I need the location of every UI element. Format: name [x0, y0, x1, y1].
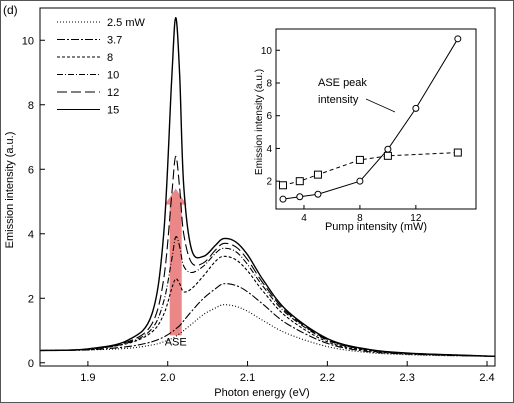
- main-y-tick-label: 6: [28, 164, 34, 176]
- main-y-tick-label: 10: [22, 35, 34, 47]
- legend: 2.5 mW 3.7 8 10 12 15: [57, 17, 146, 117]
- legend-label-6: 15: [107, 105, 119, 117]
- inset-point-circle: [384, 145, 392, 153]
- series-line-3: [39, 255, 496, 357]
- inset-point-circle: [314, 190, 322, 198]
- series-line-4: [39, 236, 496, 357]
- main-y-ticks: 0 2 4 6 8 10: [22, 35, 45, 370]
- inset-y-tick-label: 8: [266, 79, 272, 90]
- inset-y-tick-label: 2: [266, 177, 272, 188]
- main-x-tick-label: 2.3: [400, 372, 415, 384]
- ase-annotation: ASE: [165, 336, 187, 348]
- series-line-5: [39, 155, 496, 357]
- inset-x-axis-label: Pump intensity (mW): [325, 221, 427, 233]
- inset-point-square: [355, 155, 364, 164]
- main-y-tick-label: 8: [28, 100, 34, 112]
- inset-point-circle: [356, 177, 364, 185]
- main-plot-frame: [39, 7, 496, 367]
- main-x-tick-label: 1.9: [80, 372, 95, 384]
- legend-label-3: 8: [107, 52, 113, 64]
- inset-point-square: [383, 151, 392, 160]
- inset-point-square: [313, 170, 322, 179]
- inset-point-square: [278, 181, 287, 190]
- legend-label-1: 2.5 mW: [107, 17, 146, 29]
- main-y-axis-label: Emission intensity (a.u.): [4, 132, 16, 249]
- main-x-tick-label: 2.0: [160, 372, 175, 384]
- ase-arrow: [164, 188, 187, 336]
- inset-point-circle: [454, 35, 462, 43]
- inset-y-tick-label: 4: [266, 144, 272, 155]
- main-y-tick-label: 4: [28, 229, 34, 241]
- inset-point-circle: [296, 193, 304, 201]
- legend-label-2: 3.7: [107, 35, 122, 47]
- main-x-tick-label: 2.4: [479, 372, 494, 384]
- inset-annotation-pointer: [365, 98, 396, 113]
- panel-label: (d): [3, 3, 18, 17]
- main-x-tick-label: 2.2: [320, 372, 335, 384]
- main-y-tick-label: 0: [28, 358, 34, 370]
- inset-annotation-line1: ASE peak: [318, 77, 367, 89]
- inset-y-tick-label: 6: [266, 111, 272, 122]
- main-y-tick-label: 2: [28, 293, 34, 305]
- series-line-2: [39, 283, 496, 357]
- main-x-tick-label: 2.1: [240, 372, 255, 384]
- main-x-axis-label: Photon energy (eV): [214, 387, 309, 399]
- legend-label-4: 10: [107, 70, 119, 82]
- main-x-ticks: 1.9 2.0 2.1 2.2 2.3 2.4: [80, 361, 495, 384]
- inset-plot-frame: [275, 28, 477, 210]
- main-series-group: [39, 16, 496, 357]
- inset-x-tick-label: 12: [410, 213, 422, 224]
- inset-y-axis-label: Emission intensity (a.u.): [254, 69, 265, 175]
- legend-label-5: 12: [107, 87, 119, 99]
- inset-point-square: [453, 148, 462, 157]
- inset-point-circle: [412, 104, 420, 112]
- inset-annotation-line2: intensity: [318, 94, 359, 106]
- inset-y-ticks: 2 4 6 8 10: [261, 46, 280, 188]
- inset-point-circle: [279, 195, 287, 203]
- inset-x-tick-label: 8: [357, 213, 363, 224]
- inset-series-group: [278, 35, 462, 203]
- ase-arrow-shape: [164, 188, 187, 336]
- inset-x-ticks: 4 8 12: [301, 205, 422, 224]
- series-line-1: [39, 304, 496, 357]
- series-line-6: [39, 16, 496, 357]
- inset-x-tick-label: 4: [301, 213, 307, 224]
- inset-y-tick-label: 10: [261, 46, 273, 57]
- inset-point-square: [295, 177, 304, 186]
